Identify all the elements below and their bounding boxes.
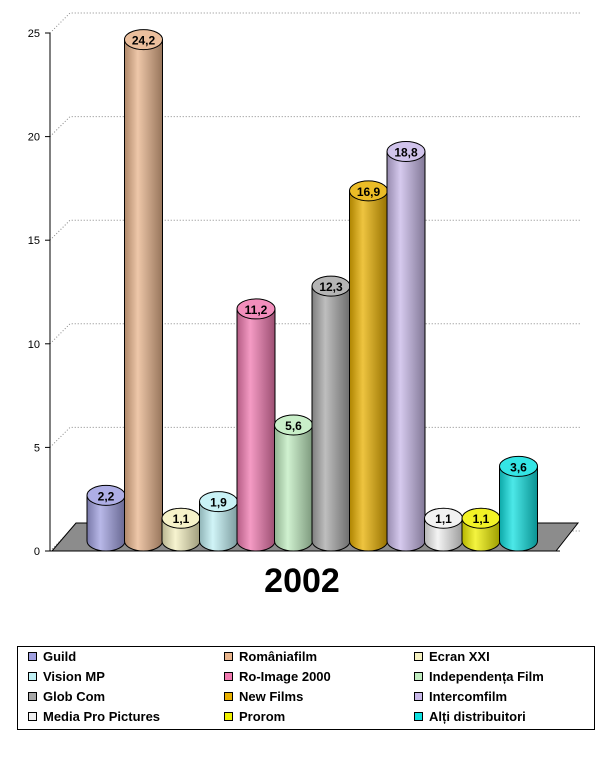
bar-media-pro-pictures — [424, 507, 463, 552]
legend-label: Ecran XXI — [429, 649, 490, 664]
bar-ecran-xxi — [161, 507, 201, 552]
legend-label: Glob Com — [43, 689, 106, 704]
bar-independen-a-film — [274, 414, 313, 552]
data-label: 3,6 — [510, 460, 527, 474]
legend-label: Intercomfilm — [429, 689, 508, 704]
bar-top — [386, 140, 426, 162]
legend: Guild Româniafilm Ecran XXI Vision MP Ro-Ima… — [17, 646, 595, 730]
bar-body — [274, 424, 313, 552]
category-label: 2002 — [264, 562, 340, 600]
gridline — [49, 219, 580, 241]
bar-ro-image-2000 — [236, 298, 276, 552]
gridlines — [49, 12, 580, 552]
bars — [86, 29, 538, 552]
bar-rom-niafilm — [124, 29, 163, 552]
legend-swatch — [28, 652, 37, 661]
y-tick-label: 20 — [28, 132, 40, 144]
bar-body — [124, 39, 163, 552]
bar-guild — [86, 484, 126, 552]
y-tick-label: 5 — [34, 442, 40, 454]
data-label: 18,8 — [394, 145, 418, 159]
legend-swatch — [414, 692, 423, 701]
gridline — [49, 116, 580, 137]
gridline — [49, 530, 580, 552]
bar-vision-mp — [199, 491, 238, 552]
data-label: 11,2 — [245, 303, 268, 317]
legend-swatch — [414, 652, 423, 661]
data-label: 24,2 — [132, 34, 156, 48]
legend-swatch — [224, 672, 233, 681]
y-tick-label: 0 — [34, 546, 40, 558]
data-label: 1,1 — [435, 512, 452, 526]
data-label: 2,2 — [98, 489, 115, 503]
bar-intercomfilm — [386, 140, 426, 552]
legend-label: New Films — [239, 689, 304, 704]
bar-body — [349, 190, 388, 552]
data-label: 12,3 — [319, 280, 343, 294]
bar-top — [236, 298, 276, 320]
y-tick-label: 15 — [28, 235, 40, 247]
legend-swatch — [224, 712, 233, 721]
data-label: 5,6 — [285, 419, 302, 433]
data-label: 16,9 — [357, 185, 381, 199]
bar-body — [499, 465, 538, 552]
legend-swatch — [28, 672, 37, 681]
legend-label: Guild — [43, 649, 77, 664]
cylinder-bar-chart: 0 5 10 15 20 25 2,2 24,2 1,1 1,9 11,2 5,6 12,3 16,9 1… — [28, 12, 580, 558]
legend-label: Prorom — [239, 709, 286, 724]
y-tick-label: 10 — [28, 339, 40, 351]
bar-body — [386, 150, 426, 552]
bar-body — [236, 308, 276, 552]
bar-prorom — [461, 507, 501, 552]
legend-label: Româniafilm — [239, 649, 318, 664]
data-labels: 2,2 24,2 1,1 1,9 11,2 5,6 12,3 16,9 18,8 1,1 1,1 3,… — [98, 34, 528, 527]
data-label: 1,9 — [210, 496, 227, 510]
legend-swatch — [414, 712, 423, 721]
bar-glob-com — [311, 275, 351, 552]
legend-label: Vision MP — [43, 669, 105, 684]
bar-top — [124, 29, 163, 51]
legend-label: Independența Film — [429, 669, 544, 684]
gridline — [49, 323, 580, 345]
gridline — [49, 426, 580, 448]
legend-label: Alți distribuitori — [429, 709, 526, 724]
legend-swatch — [224, 692, 233, 701]
legend-label: Media Pro Pictures — [43, 709, 161, 724]
y-tick-label: 25 — [28, 28, 40, 40]
legend-label: Ro-Image 2000 — [239, 669, 331, 684]
data-label: 1,1 — [473, 512, 490, 526]
bar-top — [499, 455, 538, 477]
bar-new-films — [349, 180, 388, 552]
bar-al-i-distribuitori — [499, 455, 538, 552]
legend-swatch — [28, 712, 37, 721]
bar-body — [311, 285, 351, 552]
data-label: 1,1 — [173, 512, 190, 526]
legend-swatch — [224, 652, 233, 661]
legend-swatch — [414, 672, 423, 681]
gridline — [49, 12, 580, 34]
legend-swatch — [28, 692, 37, 701]
